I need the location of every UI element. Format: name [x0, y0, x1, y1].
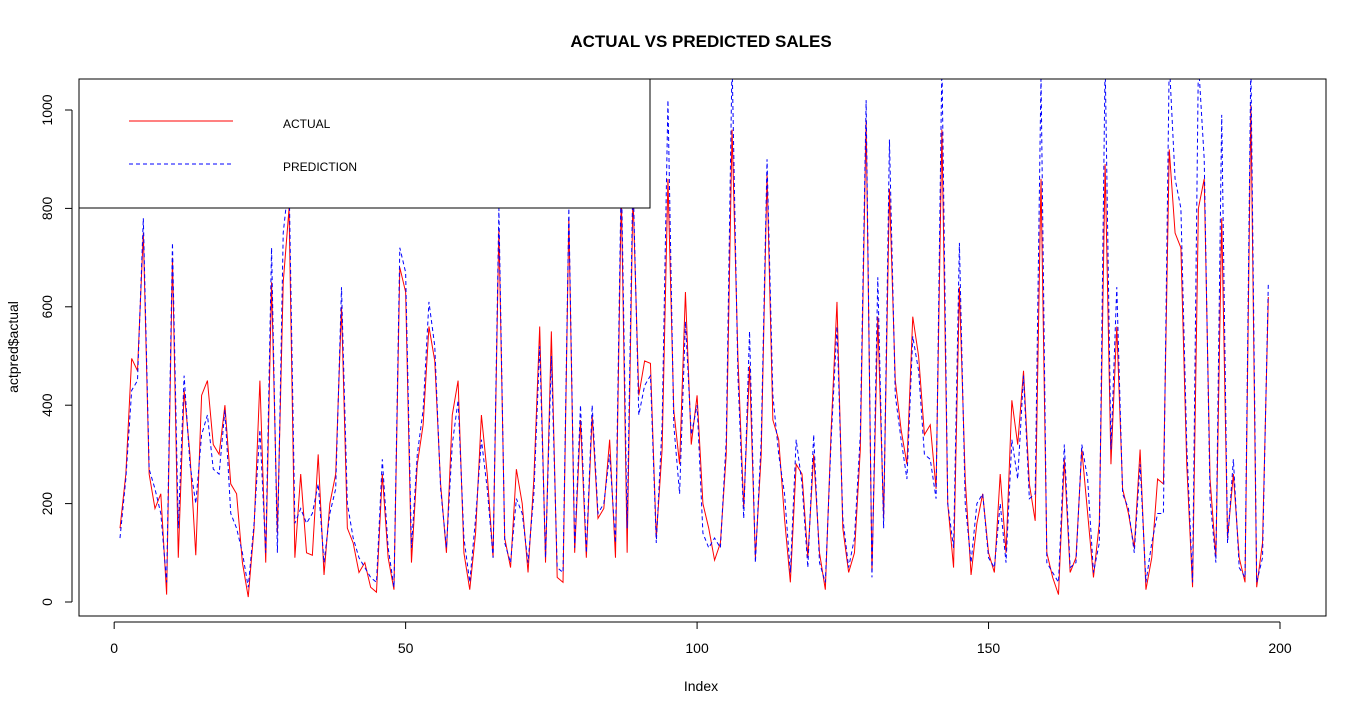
legend: ACTUAL PREDICTION — [78, 78, 651, 209]
chart-title: ACTUAL VS PREDICTED SALES — [570, 32, 831, 51]
plot-frame — [78, 78, 1327, 617]
y-tick-label: 400 — [39, 393, 55, 417]
y-tick-label: 200 — [39, 492, 55, 516]
legend-box — [78, 78, 651, 209]
x-axis: 0 50 100 150 200 — [110, 621, 1292, 656]
y-tick-label: 800 — [39, 197, 55, 221]
legend-label-prediction: PREDICTION — [283, 160, 357, 174]
x-tick-label: 50 — [398, 640, 414, 656]
x-tick-label: 100 — [685, 640, 709, 656]
y-axis: 0 200 400 600 800 1000 — [39, 94, 73, 606]
x-axis-label: Index — [684, 678, 718, 694]
x-tick-label: 0 — [110, 640, 118, 656]
y-tick-label: 0 — [39, 598, 55, 606]
y-tick-label: 600 — [39, 295, 55, 319]
y-axis-label: actpred$actual — [5, 301, 21, 393]
series-line-prediction — [119, 79, 1269, 588]
y-tick-label: 1000 — [39, 94, 55, 125]
legend-label-actual: ACTUAL — [283, 117, 331, 131]
x-tick-label: 200 — [1268, 640, 1292, 656]
x-tick-label: 150 — [977, 640, 1001, 656]
